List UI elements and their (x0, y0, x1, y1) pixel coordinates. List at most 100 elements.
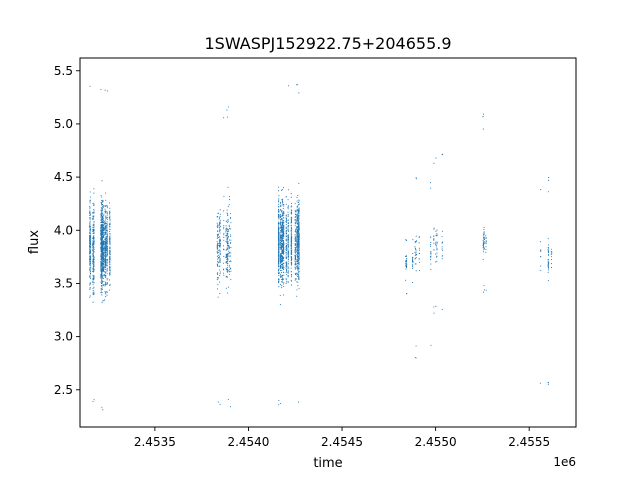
data-point (298, 217, 300, 219)
data-point (103, 267, 105, 269)
data-point (229, 242, 232, 244)
data-point (282, 244, 284, 246)
data-point (281, 249, 283, 251)
data-point (283, 204, 285, 206)
data-point (106, 245, 108, 247)
x-tick-label: 2.4545 (321, 435, 363, 449)
data-point (433, 249, 435, 251)
data-point (298, 239, 300, 241)
data-point (283, 228, 285, 230)
data-point (414, 241, 416, 243)
data-point (225, 231, 227, 233)
data-point (441, 248, 443, 250)
data-point (282, 240, 284, 242)
data-point (483, 235, 485, 237)
data-point (281, 234, 283, 236)
data-point (287, 235, 289, 237)
data-point (485, 246, 487, 248)
data-point (109, 250, 111, 252)
data-point (296, 247, 298, 249)
data-point (109, 210, 111, 212)
data-point (279, 265, 281, 267)
data-point (228, 261, 230, 263)
data-point (104, 255, 106, 257)
data-point (291, 256, 293, 258)
data-point (103, 213, 105, 215)
data-point (285, 239, 287, 242)
data-point (219, 209, 221, 211)
data-point (105, 239, 107, 241)
data-point (102, 285, 104, 287)
data-point (228, 228, 231, 230)
data-point (279, 233, 281, 235)
data-point (226, 247, 228, 249)
data-point (287, 219, 289, 221)
data-point (89, 233, 91, 235)
data-point (222, 245, 225, 247)
data-point (93, 224, 95, 226)
data-point (278, 234, 280, 236)
data-point (298, 233, 300, 235)
data-point (89, 247, 92, 249)
data-point (92, 246, 94, 248)
data-point (101, 285, 103, 287)
data-point (485, 235, 487, 237)
data-point (227, 268, 229, 271)
data-point (485, 248, 487, 251)
data-point (92, 287, 94, 290)
data-point (102, 257, 105, 259)
x-tick-label: 2.4535 (134, 435, 176, 449)
data-point (290, 276, 293, 278)
data-point (278, 274, 280, 276)
data-point (279, 295, 281, 297)
data-point (279, 227, 281, 229)
data-point (89, 212, 91, 215)
data-point (414, 248, 417, 250)
data-point (219, 232, 221, 234)
data-point (418, 242, 420, 244)
data-point (283, 234, 285, 236)
data-point (228, 196, 230, 198)
data-point (100, 237, 102, 239)
data-point (101, 218, 103, 220)
data-point (281, 241, 283, 243)
data-point (280, 205, 282, 207)
data-point (104, 264, 106, 266)
data-point (104, 291, 107, 293)
data-point (430, 245, 432, 247)
data-point (92, 268, 94, 270)
data-point (230, 239, 232, 241)
data-point (106, 270, 108, 272)
data-point (287, 205, 289, 207)
data-point (296, 272, 298, 274)
data-point (92, 248, 94, 250)
data-point (283, 215, 285, 217)
data-point (296, 235, 298, 237)
data-point (89, 240, 91, 243)
data-point (429, 244, 432, 246)
data-point (287, 245, 289, 247)
data-point (105, 281, 107, 283)
data-point (278, 200, 280, 203)
data-point (550, 248, 552, 250)
data-point (436, 229, 438, 231)
data-point (109, 264, 111, 266)
data-point (414, 357, 416, 359)
data-point (105, 245, 107, 247)
data-point (285, 258, 287, 260)
data-point (217, 260, 219, 262)
data-point (287, 211, 289, 213)
x-axis-offset: 1e6 (553, 455, 576, 469)
data-point (297, 216, 299, 218)
data-point (278, 215, 280, 218)
data-point (294, 278, 297, 280)
data-point (285, 248, 287, 250)
data-point (279, 237, 282, 239)
data-point (296, 267, 298, 269)
data-point (281, 235, 284, 237)
data-point (216, 216, 218, 218)
data-point (93, 256, 95, 258)
data-point (225, 269, 227, 271)
data-point (278, 246, 280, 248)
data-point (483, 232, 485, 235)
